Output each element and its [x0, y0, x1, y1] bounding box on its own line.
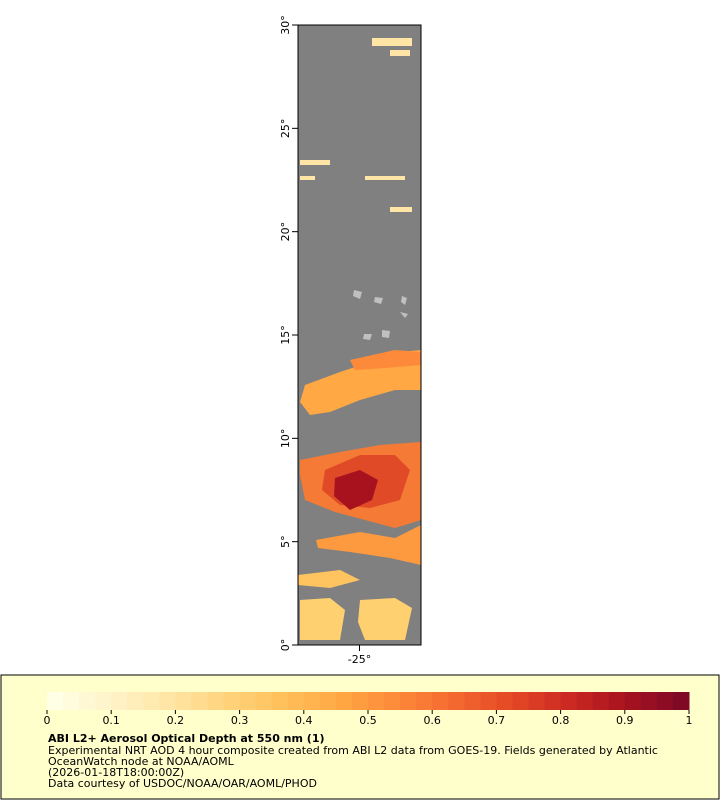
colorbar-step: [95, 692, 112, 710]
colorbar-step: [287, 692, 305, 710]
colorbar-step: [480, 692, 497, 710]
colorbar-step: [191, 692, 208, 710]
island: [374, 297, 383, 304]
colorbar-step: [175, 692, 192, 710]
aod-patch: [390, 207, 412, 212]
lat-tick-label: 5°: [279, 535, 292, 548]
aod-patch: [316, 525, 421, 565]
colorbar-tick-label: 0.8: [552, 714, 570, 727]
colorbar-step: [303, 692, 321, 710]
colorbar-tick-label: 0.9: [616, 714, 634, 727]
aod-patch: [300, 598, 345, 640]
colorbar-tick-label: 0.6: [423, 714, 441, 727]
legend-title: ABI L2+ Aerosol Optical Depth at 550 nm …: [48, 732, 325, 745]
colorbar-step: [544, 692, 562, 710]
colorbar-step: [656, 692, 674, 710]
colorbar-step: [512, 692, 529, 710]
lon-tick-label: -25°: [348, 653, 371, 666]
legend-line: Data courtesy of USDOC/NOAA/OAR/AOML/PHO…: [48, 777, 317, 790]
colorbar-step: [79, 692, 96, 710]
colorbar-step: [335, 692, 353, 710]
colorbar-step: [448, 692, 465, 710]
colorbar-step: [368, 692, 385, 710]
colorbar-step: [496, 692, 513, 710]
colorbar-step: [223, 692, 241, 710]
islands: [353, 290, 408, 340]
aod-patch: [390, 50, 410, 56]
legend-line: Experimental NRT AOD 4 hour composite cr…: [48, 744, 658, 757]
colorbar-step: [255, 692, 273, 710]
aod-field: [298, 38, 421, 640]
colorbar-step: [111, 692, 128, 710]
aod-patch: [350, 350, 421, 370]
colorbar-tick-label: 0.2: [167, 714, 185, 727]
colorbar-step: [640, 692, 658, 710]
colorbar-step: [351, 692, 369, 710]
colorbar-step: [592, 692, 610, 710]
colorbar-step: [528, 692, 546, 710]
aod-patch: [334, 470, 378, 510]
colorbar-step: [127, 692, 144, 710]
lat-tick-label: 0°: [279, 639, 292, 652]
colorbar-tick-label: 0.1: [102, 714, 120, 727]
aod-patch: [372, 38, 412, 46]
colorbar-step: [624, 692, 642, 710]
colorbar-step: [560, 692, 578, 710]
island: [353, 290, 362, 299]
colorbar-step: [416, 692, 433, 710]
aod-patch: [298, 570, 360, 588]
colorbar-tick-label: 0.7: [488, 714, 506, 727]
colorbar-step: [672, 692, 690, 710]
lat-tick-label: 25°: [279, 119, 292, 139]
aod-patch: [358, 598, 412, 640]
colorbar-step: [432, 692, 449, 710]
legend-line: OceanWatch node at NOAA/AOML: [48, 755, 235, 768]
colorbar-step: [239, 692, 257, 710]
colorbar-tick-label: 0: [44, 714, 51, 727]
island: [382, 330, 390, 338]
colorbar-tick-label: 0.3: [231, 714, 249, 727]
aod-patch: [300, 160, 330, 165]
lat-tick-label: 20°: [279, 222, 292, 242]
colorbar-step: [63, 692, 80, 710]
colorbar-step: [47, 692, 64, 710]
colorbar-tick-label: 0.5: [359, 714, 377, 727]
legend-line: (2026-01-18T18:00:00Z): [48, 766, 184, 779]
colorbar-step: [319, 692, 337, 710]
colorbar-step: [271, 692, 289, 710]
colorbar-step: [159, 692, 176, 710]
island: [401, 296, 407, 305]
colorbar-tick-label: 0.4: [295, 714, 313, 727]
aod-patch: [365, 176, 405, 180]
colorbar-step: [464, 692, 481, 710]
colorbar-step: [384, 692, 401, 710]
island: [363, 334, 372, 340]
lat-tick-label: 15°: [279, 325, 292, 345]
island: [400, 312, 408, 318]
colorbar-step: [143, 692, 160, 710]
lat-tick-label: 30°: [279, 15, 292, 35]
colorbar-step: [207, 692, 225, 710]
colorbar-tick-label: 1: [686, 714, 693, 727]
colorbar-step: [608, 692, 626, 710]
colorbar-step: [400, 692, 417, 710]
aod-patch: [300, 176, 315, 180]
lat-tick-label: 10°: [279, 429, 292, 449]
colorbar-step: [576, 692, 594, 710]
